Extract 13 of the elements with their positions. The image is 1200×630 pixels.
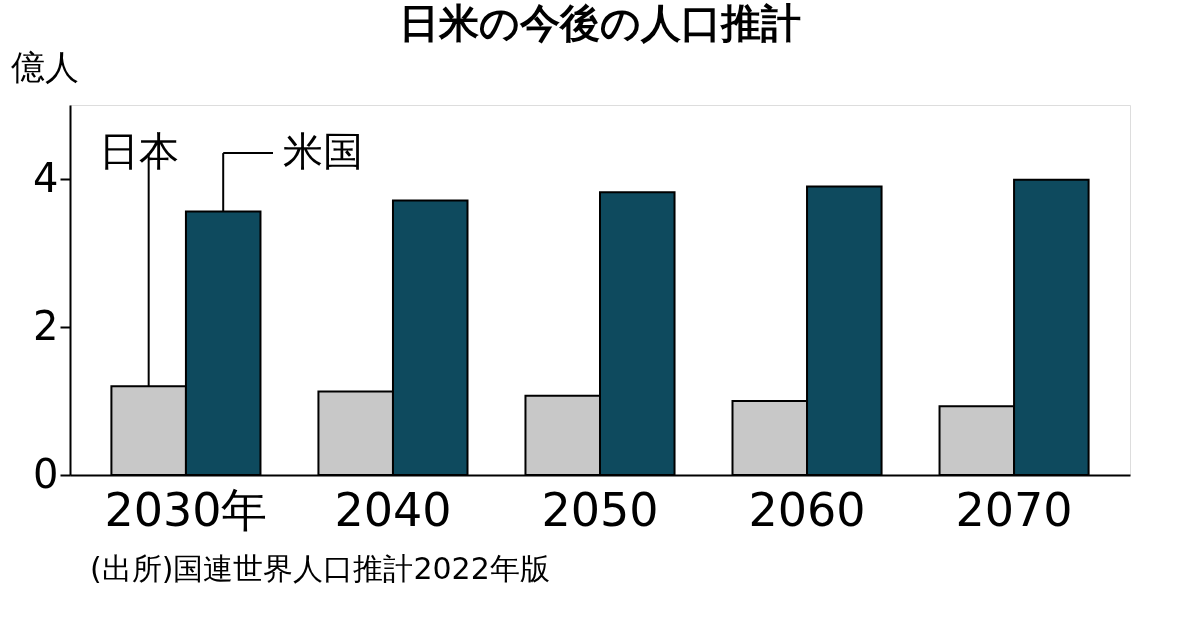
y-tick-label: 4	[33, 154, 59, 201]
x-tick-label: 2060	[748, 482, 866, 537]
y-axis-title: 億人	[10, 46, 79, 87]
x-tick-label: 2040	[334, 482, 452, 537]
text: (出所)国連世界人口推計2022年版	[90, 551, 550, 586]
x-tick-label: 2070	[955, 482, 1073, 537]
x-tick-label: 2050	[541, 482, 659, 537]
y-tick-label: 2	[33, 302, 59, 349]
legend-label: 米国	[283, 128, 364, 175]
chart-title: 日米の今後の人口推計	[399, 0, 801, 46]
text: 日本	[98, 128, 179, 175]
y-tick-label: 0	[33, 450, 59, 497]
x-tick-label: 2030年	[104, 482, 268, 537]
